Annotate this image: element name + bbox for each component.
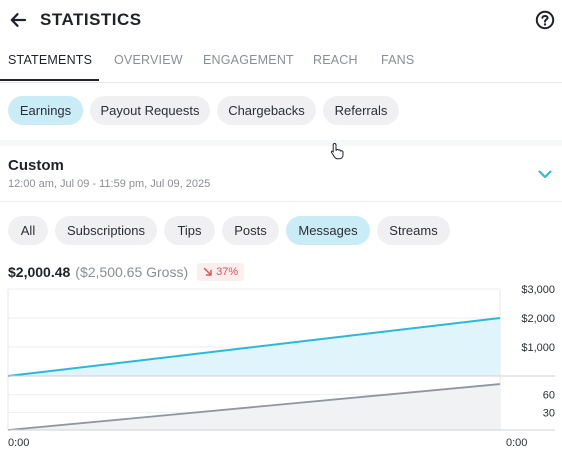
active-tab-indicator bbox=[0, 79, 99, 81]
y-tick-label: $1,000 bbox=[521, 342, 555, 354]
gross-amount: ($2,500.65 Gross) bbox=[75, 264, 189, 280]
y-tick-label: $3,000 bbox=[521, 284, 555, 296]
chip-payout-requests[interactable]: Payout Requests bbox=[90, 96, 210, 125]
chip-referrals[interactable]: Referrals bbox=[323, 96, 399, 125]
back-arrow-icon[interactable] bbox=[8, 10, 28, 30]
chevron-down-icon[interactable] bbox=[537, 166, 553, 182]
chip-earnings[interactable]: Earnings bbox=[8, 96, 83, 125]
y-tick-label: 30 bbox=[543, 407, 555, 419]
earnings-summary: $2,000.48 ($2,500.65 Gross) 37% bbox=[8, 262, 245, 282]
stats-tabs: STATEMENTS OVERVIEW ENGAGEMENT REACH FAN… bbox=[0, 42, 562, 83]
page-title: STATISTICS bbox=[40, 10, 142, 29]
tab-overview[interactable]: OVERVIEW bbox=[114, 53, 183, 67]
help-icon[interactable] bbox=[535, 10, 555, 30]
change-badge: 37% bbox=[197, 263, 245, 281]
filter-posts[interactable]: Posts bbox=[222, 216, 279, 245]
series-line-1 bbox=[7, 383, 501, 431]
tab-fans[interactable]: FANS bbox=[381, 53, 415, 67]
y-tick-label: 60 bbox=[543, 390, 555, 402]
tab-engagement[interactable]: ENGAGEMENT bbox=[203, 53, 294, 67]
divider bbox=[0, 201, 562, 202]
period-title: Custom bbox=[8, 157, 64, 174]
series-area-1 bbox=[8, 384, 500, 430]
tab-reach[interactable]: REACH bbox=[313, 53, 358, 67]
filter-all[interactable]: All bbox=[8, 216, 48, 245]
series-line-0 bbox=[7, 316, 501, 377]
net-amount: $2,000.48 bbox=[8, 264, 71, 280]
x-tick-label: 0:00 bbox=[506, 437, 527, 449]
trend-down-icon bbox=[203, 267, 212, 276]
chip-chargebacks[interactable]: Chargebacks bbox=[217, 96, 316, 125]
series-area-0 bbox=[8, 317, 500, 376]
y-tick-label: $2,000 bbox=[521, 313, 555, 325]
section-separator bbox=[0, 140, 562, 146]
tab-statements[interactable]: STATEMENTS bbox=[8, 53, 93, 67]
x-tick-label: 0:00 bbox=[8, 437, 29, 449]
filter-messages[interactable]: Messages bbox=[286, 216, 370, 245]
filter-tips[interactable]: Tips bbox=[164, 216, 215, 245]
period-range: 12:00 am, Jul 09 - 11:59 pm, Jul 09, 202… bbox=[8, 178, 211, 190]
filter-streams[interactable]: Streams bbox=[377, 216, 450, 245]
mouse-pointer-icon bbox=[330, 142, 344, 160]
change-percent: 37% bbox=[216, 266, 239, 278]
filter-subscriptions[interactable]: Subscriptions bbox=[55, 216, 157, 245]
app-header: STATISTICS bbox=[0, 0, 562, 42]
